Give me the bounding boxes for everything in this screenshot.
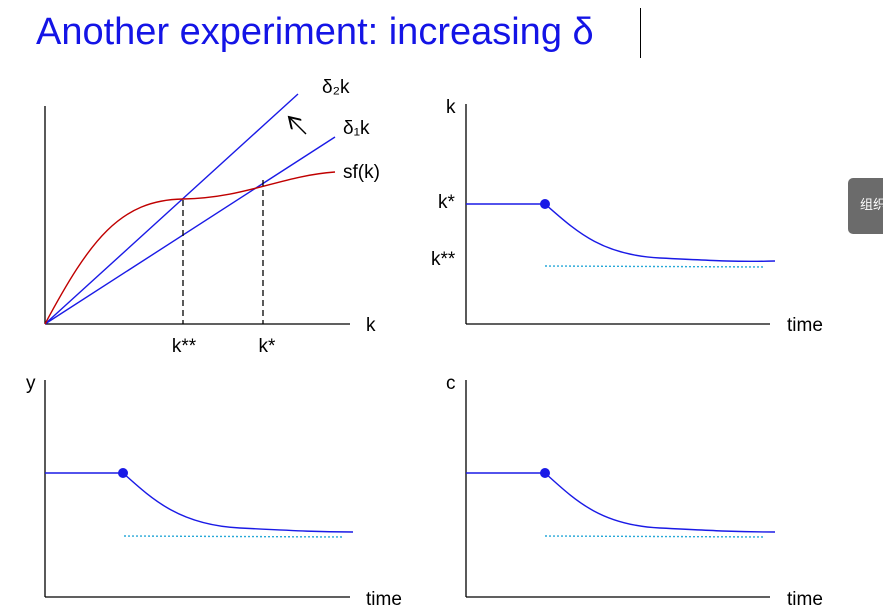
c-time-new-steady-state [544,535,766,538]
k-old-tick-label: k* [259,336,277,357]
delta2-line [44,93,299,325]
y-time-panel: y time [26,373,402,610]
c-time-path [466,472,776,533]
text-cursor [640,8,641,58]
y-time-x-axis-label: time [366,589,402,610]
y-time-shock-point [118,468,128,478]
delta2-label: δ₂k [322,77,350,98]
k-new-tick-label: k** [172,336,197,357]
k-time-panel: k time k* k** [431,97,823,336]
rotation-arrow [289,117,307,135]
k-new-y-tick-label: k** [431,249,456,270]
slide-title: Another experiment: increasing δ [36,11,594,53]
c-time-panel: c time [446,373,823,610]
solow-panel: k δ₂k δ₁k sf(k) k** k* [44,77,380,357]
solow-x-axis-label: k [366,315,376,336]
k-time-new-steady-state [544,265,766,268]
c-time-x-axis-label: time [787,589,823,610]
delta1-line [44,136,336,325]
side-panel-tab[interactable]: 组织 [848,178,883,234]
y-time-y-axis-label: y [26,373,36,394]
k-time-path [466,203,776,263]
c-time-y-axis-label: c [446,373,456,394]
y-time-new-steady-state [123,535,344,538]
k-old-y-tick-label: k* [438,192,456,213]
c-time-shock-point [540,468,550,478]
savings-curve [44,171,336,325]
y-time-path [45,472,354,533]
savings-label: sf(k) [343,162,380,183]
k-time-shock-point [540,199,550,209]
k-time-y-axis-label: k [446,97,456,118]
k-time-x-axis-label: time [787,315,823,336]
delta1-label: δ₁k [343,118,370,139]
